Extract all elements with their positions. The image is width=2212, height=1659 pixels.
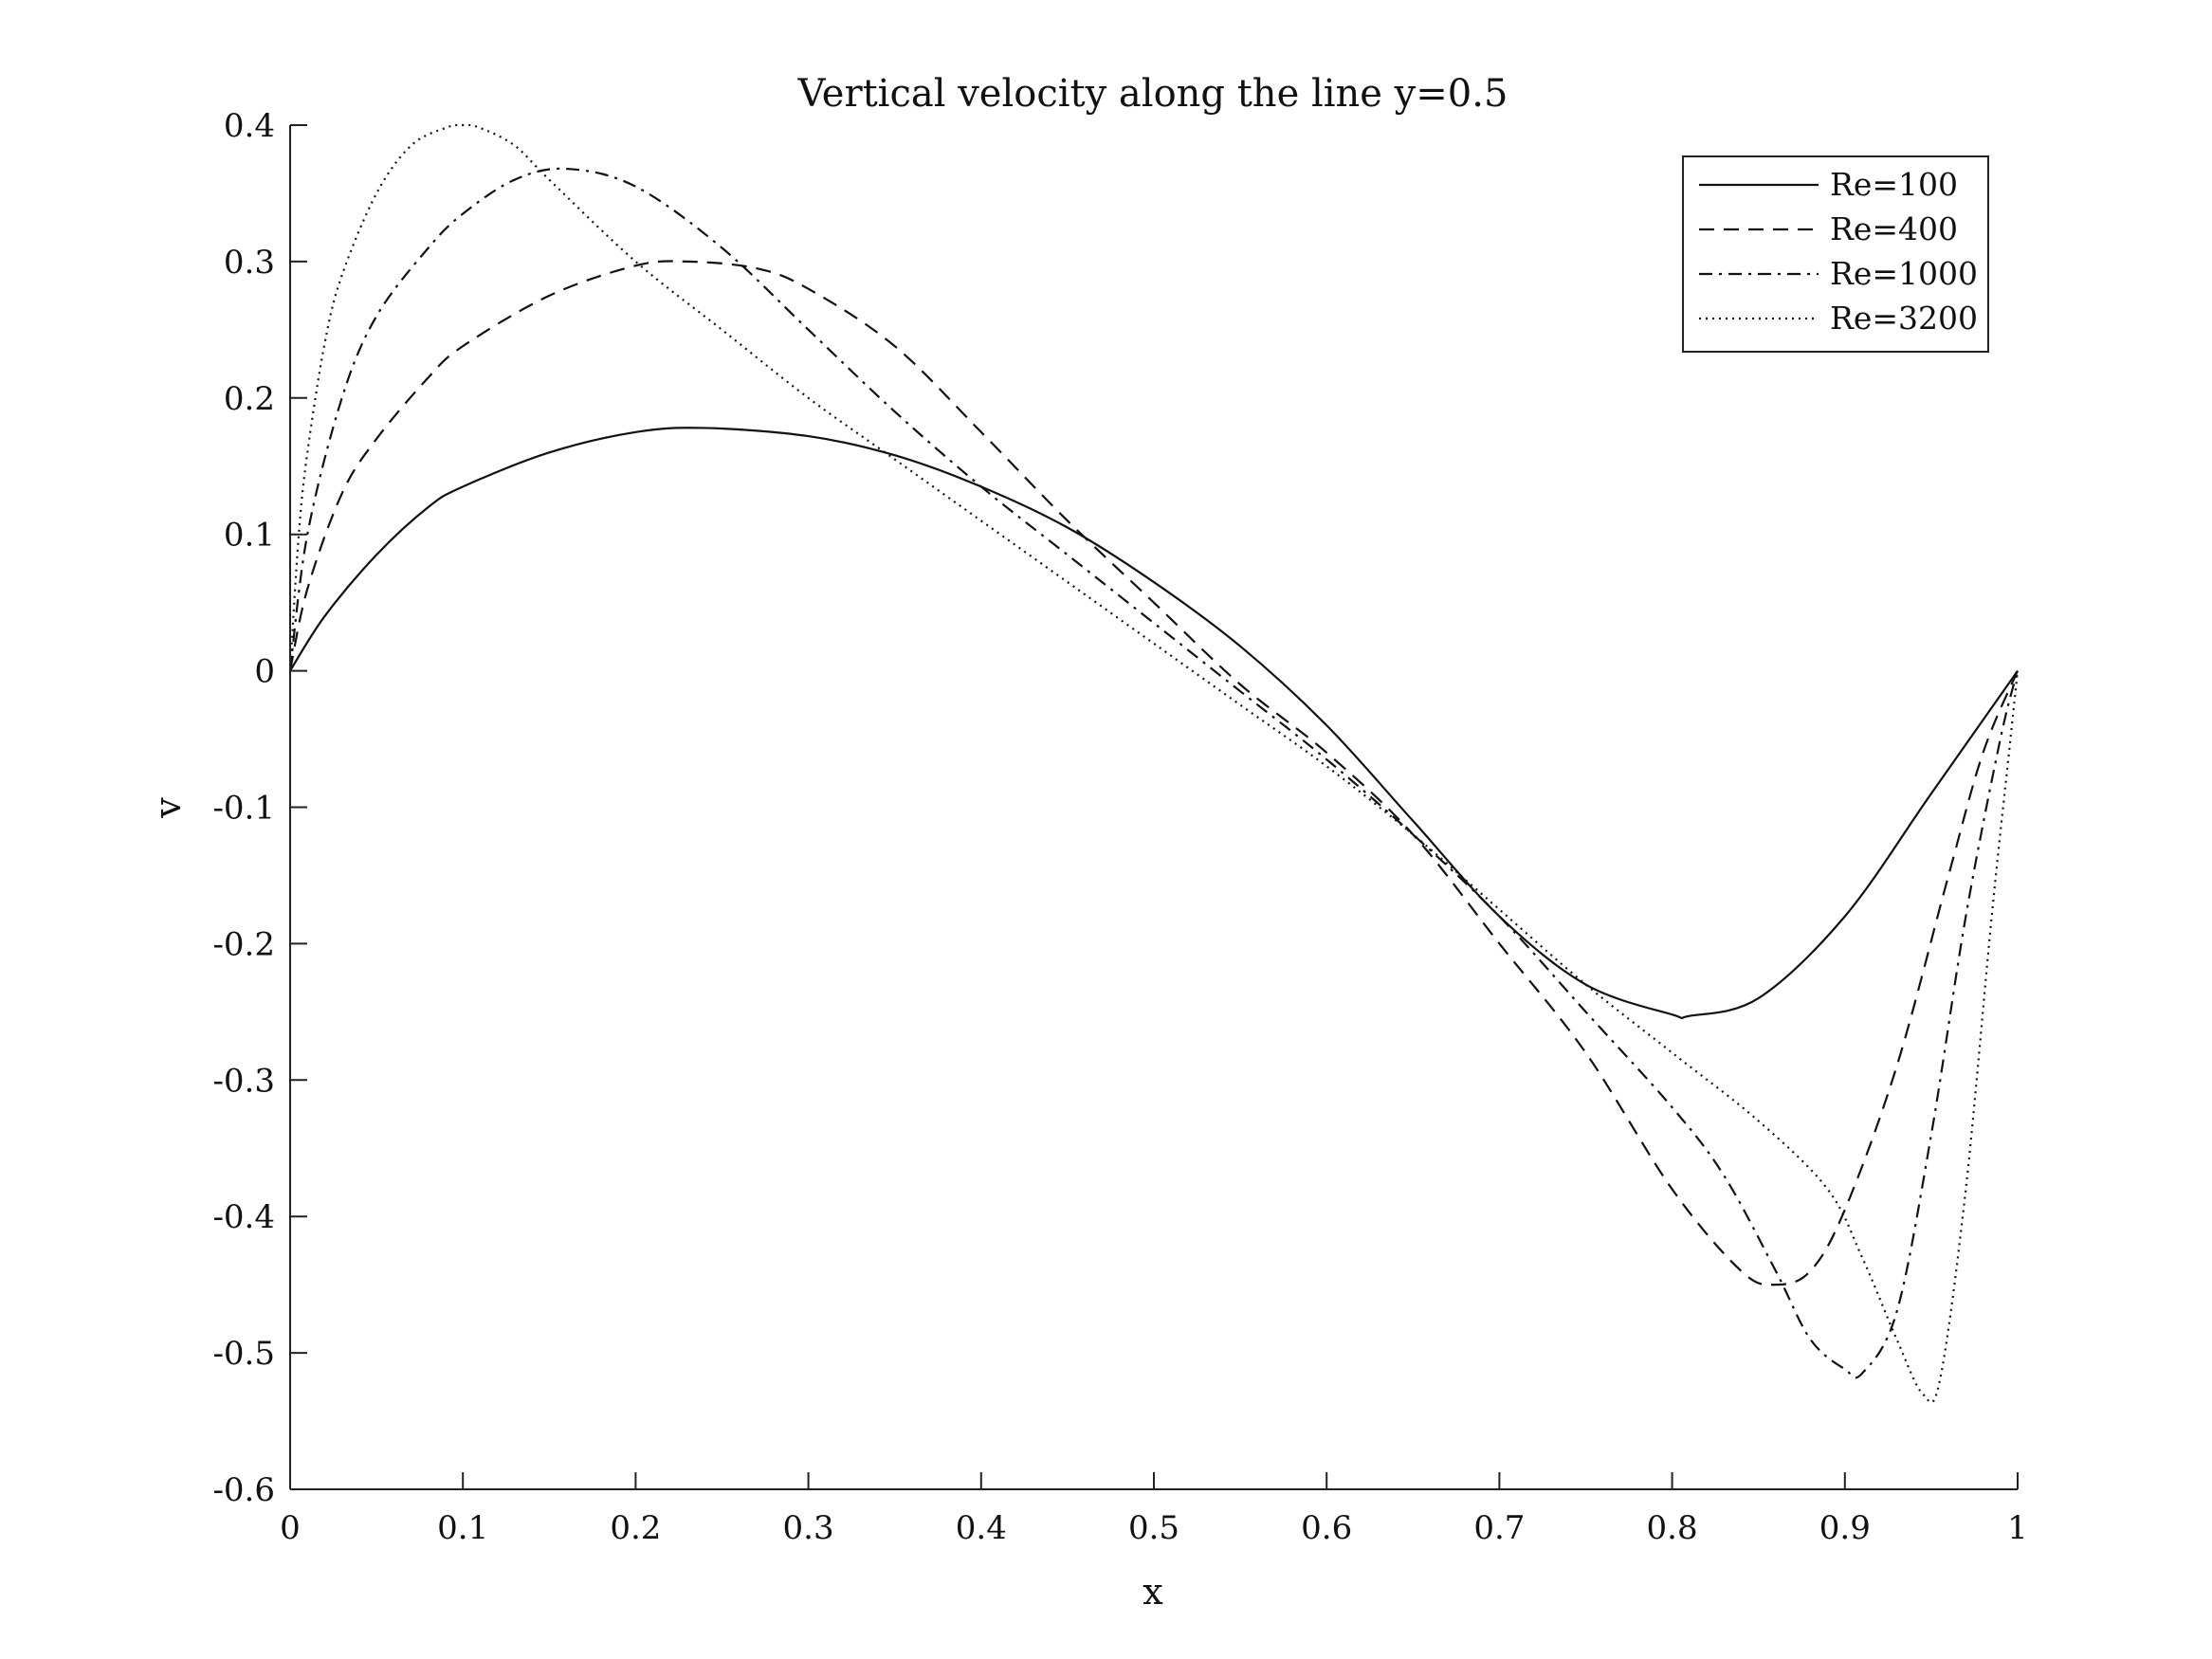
chart-title: Vertical velocity along the line y=0.5 bbox=[797, 72, 1508, 116]
axes: 0 0.1 0.2 0.3 0.4 0.5 0.6 0.7 0.8 0.9 1 0.4 0.3 0.2 0.… bbox=[212, 107, 2027, 1547]
y-tick-label: -0.5 bbox=[212, 1335, 275, 1373]
x-tick-label: 0 bbox=[280, 1509, 301, 1547]
x-axis-label: x bbox=[1143, 1571, 1162, 1613]
legend-label-1: Re=100 bbox=[1830, 166, 1958, 203]
x-tick-label: 0.7 bbox=[1473, 1509, 1525, 1547]
legend-label-3: Re=1000 bbox=[1830, 255, 1978, 292]
x-tick-label: 0.4 bbox=[956, 1509, 1007, 1547]
y-tick-label: -0.2 bbox=[212, 925, 275, 963]
series-line-3 bbox=[288, 167, 2020, 1379]
legend-label-2: Re=400 bbox=[1830, 210, 1958, 247]
x-tick-label: 1 bbox=[2007, 1509, 2028, 1547]
plot-lines bbox=[288, 123, 2020, 1404]
y-tick-label: -0.3 bbox=[212, 1062, 275, 1100]
x-tick-label: 0.2 bbox=[610, 1509, 661, 1547]
y-tick-label: -0.1 bbox=[212, 790, 275, 828]
y-tick-label: 0.3 bbox=[224, 244, 275, 282]
x-tick-label: 0.8 bbox=[1647, 1509, 1698, 1547]
series-line-4 bbox=[288, 123, 2020, 1404]
x-tick-label: 0.5 bbox=[1128, 1509, 1179, 1547]
y-axis-label: v bbox=[147, 797, 189, 819]
y-tick-label: 0.4 bbox=[224, 107, 275, 145]
y-tick-label: 0.2 bbox=[224, 380, 275, 418]
y-tick-label: -0.4 bbox=[212, 1198, 275, 1236]
legend: Re=100 Re=400 Re=1000 Re=3200 bbox=[1682, 155, 1989, 353]
x-tick-label: 0.1 bbox=[437, 1509, 488, 1547]
x-tick-label: 0.3 bbox=[783, 1509, 834, 1547]
series-line-1 bbox=[289, 427, 2019, 1020]
x-tick-label: 0.9 bbox=[1819, 1509, 1871, 1547]
legend-label-4: Re=3200 bbox=[1830, 300, 1978, 337]
y-tick-label: 0 bbox=[254, 653, 275, 691]
y-tick-label: 0.1 bbox=[224, 517, 275, 555]
y-tick-label: -0.6 bbox=[212, 1471, 275, 1509]
x-tick-label: 0.6 bbox=[1301, 1509, 1352, 1547]
series-line-2 bbox=[288, 260, 2020, 1286]
